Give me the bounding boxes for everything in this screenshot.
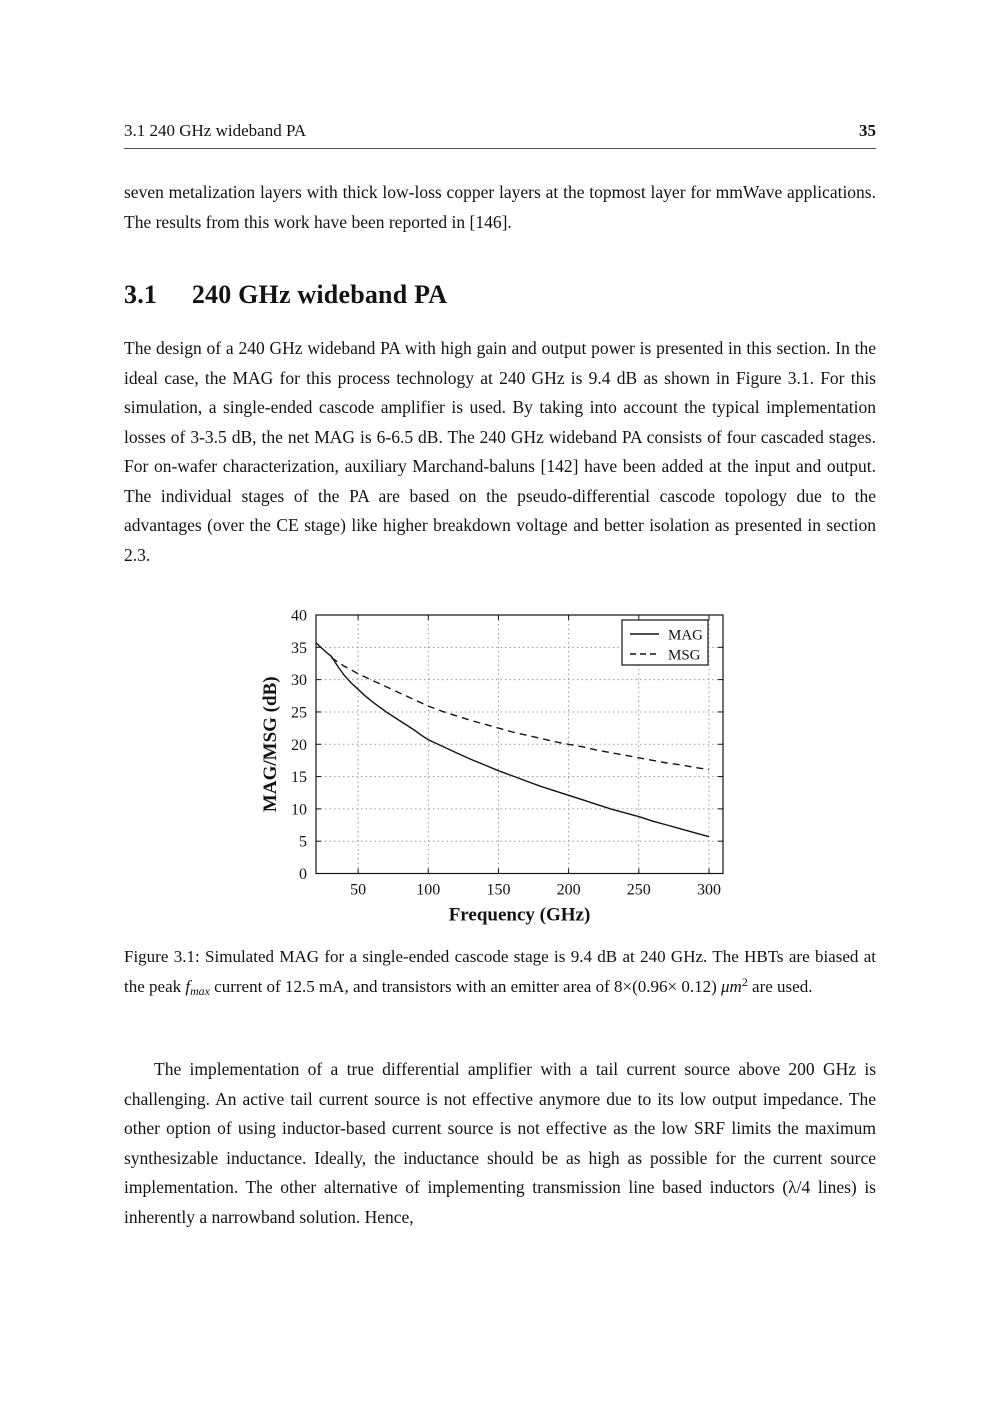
caption-text-3: are used. (747, 976, 813, 996)
y-tick-label: 35 (291, 640, 307, 657)
paragraph-intro: seven metalization layers with thick low… (124, 182, 876, 232)
x-axis-label: Frequency (GHz) (449, 905, 591, 926)
page-header: 3.1 240 GHz wideband PA 35 (124, 121, 876, 149)
y-tick-label: 30 (291, 672, 307, 689)
x-tick-label: 250 (627, 882, 651, 899)
chart-legend: MAG MSG (621, 619, 709, 666)
legend-box (621, 619, 709, 666)
x-tick-label: 100 (416, 882, 440, 899)
y-tick-label: 15 (291, 769, 307, 786)
section-number: 3.1 (124, 280, 158, 309)
chart-ticks (316, 614, 723, 874)
x-tick-label: 150 (486, 882, 510, 899)
y-tick-label: 0 (299, 866, 307, 883)
chart-canvas: 50 100 150 200 250 300 0 5 10 15 20 25 30 35 40 Frequen… (260, 608, 724, 926)
fmax-symbol: fmax (185, 976, 210, 998)
y-tick-label: 10 (291, 801, 307, 818)
x-tick-label: 50 (350, 882, 366, 899)
paragraph-closing: The implementation of a true differentia… (124, 1059, 876, 1227)
paragraph-body: The design of a 240 GHz wideband PA with… (124, 338, 876, 565)
mag-curve (315, 642, 710, 838)
caption-text-2: current of 12.5 mA, and transistors with… (209, 976, 722, 996)
y-tick-label: 25 (291, 704, 307, 721)
page-number: 35 (859, 121, 876, 140)
msg-curve (331, 657, 710, 771)
y-axis-label: MAG/MSG (dB) (260, 676, 281, 812)
caption-text-1: Figure 3.1: Simulated MAG for a single-e… (124, 947, 876, 996)
mag-msg-chart: 50 100 150 200 250 300 0 5 10 15 20 25 30 35 40 Frequen… (240, 597, 740, 935)
figure-caption: Figure 3.1: Simulated MAG for a single-e… (124, 947, 876, 998)
y-tick-label: 40 (291, 608, 307, 625)
x-tick-label: 300 (697, 882, 721, 899)
section-title: 240 GHz wideband PA (191, 280, 448, 309)
micron-unit: μm (721, 976, 742, 996)
y-tick-label: 5 (299, 834, 307, 851)
y-tick-label: 20 (291, 737, 307, 754)
section-heading: 3.1 240 GHz wideband PA (124, 280, 447, 310)
legend-label-msg: MSG (668, 648, 701, 664)
running-header: 3.1 240 GHz wideband PA (124, 121, 307, 140)
x-tick-label: 200 (557, 882, 581, 899)
legend-label-mag: MAG (668, 628, 703, 644)
